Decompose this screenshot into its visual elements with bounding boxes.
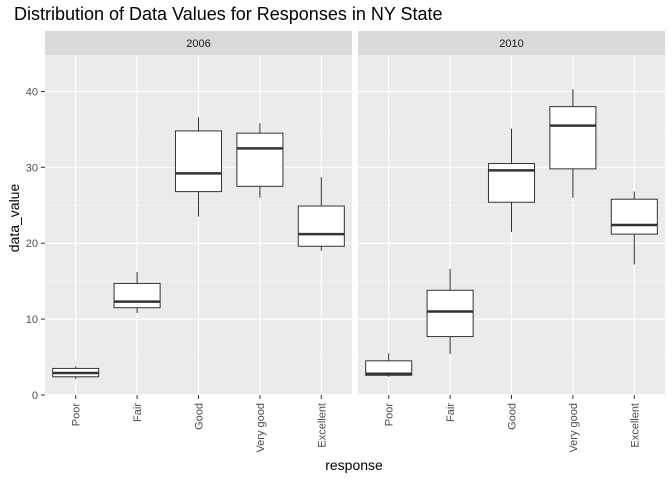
y-tick-label: 40 — [26, 86, 38, 98]
box-excellent — [297, 177, 345, 251]
x-tick-label: Very good — [568, 403, 580, 453]
x-tick-label: Excellent — [316, 403, 328, 448]
box-very-good — [236, 123, 284, 198]
box-iqr — [549, 106, 597, 170]
box-good — [174, 117, 223, 217]
x-tick-label: Fair — [445, 403, 457, 422]
chart-title: Distribution of Data Values for Response… — [14, 4, 443, 24]
box-iqr — [113, 282, 161, 309]
x-tick-label: Excellent — [629, 403, 641, 448]
x-tick-label: Good — [507, 403, 519, 430]
facet-panel-2010: 2010 Poor Fair Good Very good Excellent — [358, 31, 665, 453]
box-poor — [365, 353, 413, 377]
box-iqr — [236, 132, 284, 187]
x-tick-label: Good — [194, 403, 206, 430]
box-iqr — [426, 289, 474, 338]
facet-strip — [358, 31, 665, 55]
facet-panel-2006: 2006 Poor Fair Good Very good Excellent — [45, 31, 352, 453]
facet-strip-label: 2006 — [186, 38, 210, 50]
box-excellent — [610, 191, 658, 265]
box-poor — [52, 366, 100, 380]
box-fair — [113, 272, 161, 314]
facet-panels: 2006 Poor Fair Good Very good Excellent 2010 Po… — [45, 31, 665, 453]
x-tick-label: Very good — [255, 403, 267, 453]
y-tick-label: 0 — [32, 390, 38, 402]
y-tick-label: 30 — [26, 162, 38, 174]
y-axis-title: data_value — [6, 184, 22, 253]
x-tick-label: Fair — [132, 403, 144, 422]
x-tick-label: Poor — [384, 403, 396, 427]
box-iqr — [610, 198, 658, 235]
facet-strip-label: 2010 — [499, 38, 523, 50]
x-tick-label: Poor — [71, 403, 83, 427]
y-axis: 0 10 20 30 40 — [26, 86, 45, 402]
y-tick-label: 10 — [26, 314, 38, 326]
box-iqr — [174, 130, 223, 193]
box-iqr — [365, 360, 413, 376]
box-iqr — [297, 205, 345, 247]
x-axis-title: response — [325, 457, 383, 473]
box-very-good — [549, 89, 597, 198]
box-good — [487, 128, 536, 232]
y-tick-label: 20 — [26, 238, 38, 250]
box-fair — [426, 269, 474, 355]
facet-strip — [45, 31, 352, 55]
